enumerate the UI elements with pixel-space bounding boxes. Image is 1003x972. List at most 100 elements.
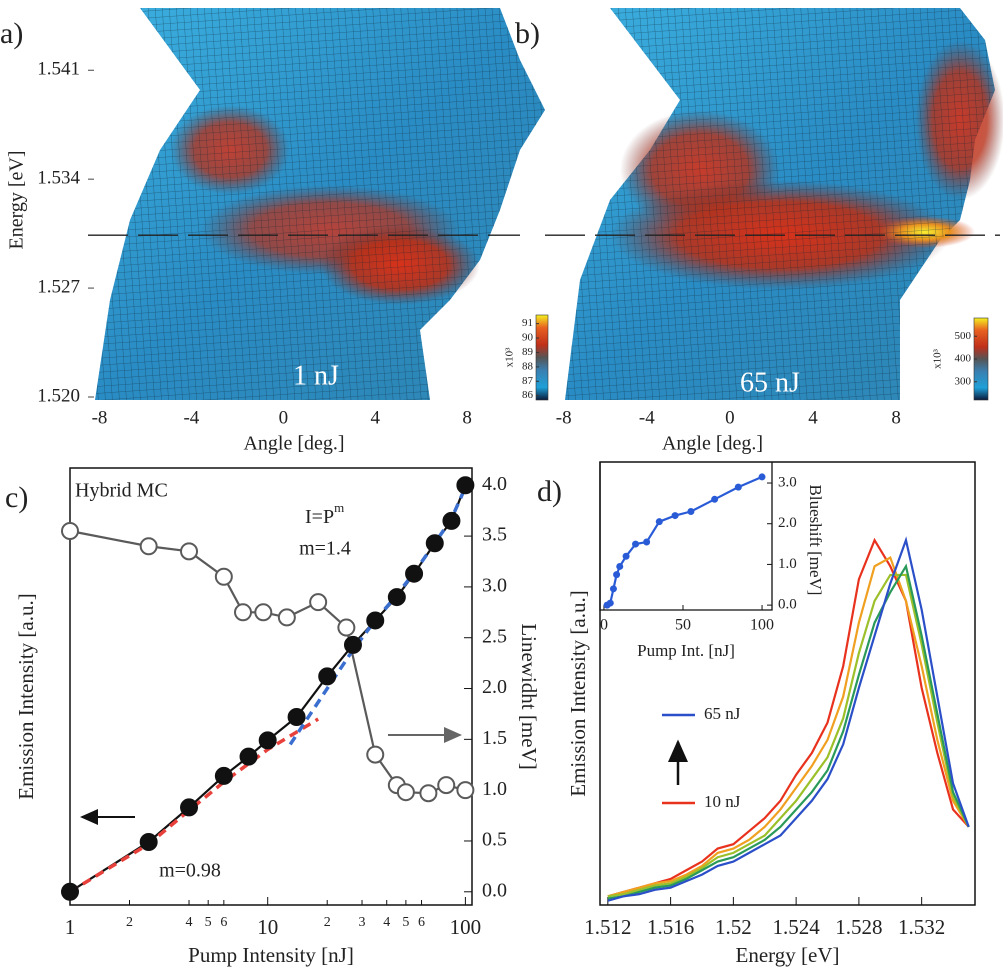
surface-a	[95, 8, 545, 400]
y-tick-label: 1.527	[37, 276, 80, 297]
x-tick-label: 1.516	[647, 915, 694, 939]
series-line	[607, 536, 970, 902]
y2-tick-label: 2.5	[482, 625, 507, 647]
data-point	[254, 603, 273, 622]
x-tick-label: 8	[462, 407, 472, 428]
x-tick-label: -4	[639, 407, 655, 428]
inset-point	[609, 585, 617, 593]
x-minor-tick-label: 5	[402, 915, 409, 930]
data-point	[442, 511, 461, 530]
data-point	[343, 635, 362, 654]
legend-label: 10 nJ	[704, 792, 741, 811]
x-axis-label: Pump Intensity [nJ]	[188, 943, 354, 967]
y2-tick-label: 0.0	[482, 879, 507, 901]
x-tick-label: -8	[92, 407, 108, 428]
y-tick-label: 1.520	[37, 385, 80, 406]
x-minor-tick-label: 2	[324, 915, 331, 930]
data-point	[61, 522, 79, 541]
plot-frame	[599, 461, 976, 906]
data-point	[366, 611, 385, 630]
x-minor-tick-label: 3	[359, 915, 366, 930]
panel-label: b)	[515, 17, 540, 50]
annotation: 65 nJ	[740, 367, 800, 398]
data-point	[456, 476, 475, 495]
colorbar-tick-label: 86	[522, 389, 534, 401]
y-axis-label: Emission Intensity [a.u.]	[566, 590, 590, 796]
inset-point	[734, 483, 742, 491]
colorbar-tick-label: 87	[522, 375, 534, 387]
annotation: 1 nJ	[293, 360, 339, 391]
annotation: Hybrid MC	[75, 480, 168, 502]
y-tick-label: 1.541	[37, 59, 80, 80]
data-point	[61, 882, 79, 901]
panel-label: c)	[5, 481, 28, 514]
x-tick-label: 1.532	[898, 915, 945, 939]
x-tick-label: 0	[279, 407, 289, 428]
x-tick-label: 1.52	[715, 915, 752, 939]
inset-x-tick-label: 100	[750, 617, 774, 634]
y-tick-label: 1.534	[37, 168, 80, 189]
series-line	[607, 537, 970, 898]
y-axis-label: Energy [eV]	[6, 150, 28, 249]
inset-y-tick-label: 1.0	[778, 556, 797, 572]
data-point	[366, 745, 385, 764]
data-point	[456, 781, 475, 800]
inset-point	[613, 571, 621, 579]
x-axis-label: Energy [eV]	[736, 943, 840, 967]
data-point	[425, 534, 444, 553]
y-axis-label: Emission Intensity [a.u.]	[14, 593, 38, 799]
colorbar-tick-label: 88	[522, 360, 534, 372]
data-point	[318, 667, 337, 686]
colorbar-tick-label: 400	[955, 353, 972, 365]
data-point	[419, 784, 438, 803]
x-minor-tick-label: 6	[220, 915, 227, 930]
colorbar-tick-label: 300	[955, 375, 972, 387]
data-point	[337, 618, 356, 637]
x-minor-tick-label: 6	[418, 915, 425, 930]
inset-point	[632, 540, 640, 548]
y2-tick-label: 0.5	[482, 829, 507, 851]
x-tick-label: 1.528	[835, 915, 882, 939]
x-tick-label: 10	[257, 915, 278, 939]
data-point	[258, 731, 277, 750]
data-point	[214, 766, 233, 785]
data-point	[277, 608, 296, 627]
x-tick-label: 8	[891, 407, 901, 428]
colorbar-label: x10³	[504, 347, 516, 368]
inset-y-tick-label: 3.0	[778, 474, 797, 490]
colorbar-tick-label: 500	[955, 330, 972, 342]
series-line	[69, 484, 467, 893]
x-minor-tick-label: 4	[383, 915, 390, 930]
x-tick-label: 4	[370, 407, 380, 428]
y2-tick-label: 1.0	[482, 778, 507, 800]
data-point	[180, 542, 199, 561]
inset-point	[711, 495, 719, 503]
y2-axis-label: Linewidht [meV]	[517, 623, 541, 769]
inset-point	[671, 512, 679, 520]
x-tick-label: -4	[183, 407, 199, 428]
colorbar-tick-label: 90	[522, 332, 534, 344]
data-point	[233, 603, 252, 622]
annotation: m=1.4	[299, 538, 351, 560]
x-tick-label: 1.512	[584, 915, 631, 939]
inset-point	[687, 508, 695, 516]
x-axis-label: Angle [deg.]	[662, 433, 763, 455]
colorbar-tick-label: 89	[522, 346, 534, 358]
series-line	[607, 563, 970, 900]
inset-point	[622, 552, 630, 560]
annotation: m=0.98	[159, 860, 221, 882]
colorbar-label: x10³	[932, 348, 944, 369]
panel-label: a)	[0, 17, 23, 50]
data-point	[180, 798, 199, 817]
inset-frame	[599, 462, 773, 611]
formula-exponent: m	[334, 500, 344, 515]
data-point	[396, 783, 415, 802]
series-line	[607, 555, 970, 898]
surface-b	[565, 8, 1003, 400]
inset-point	[606, 599, 614, 607]
colorbar-tick-label: 91	[522, 317, 533, 329]
inset-x-tick-label: 50	[675, 617, 691, 634]
data-point	[287, 707, 306, 726]
